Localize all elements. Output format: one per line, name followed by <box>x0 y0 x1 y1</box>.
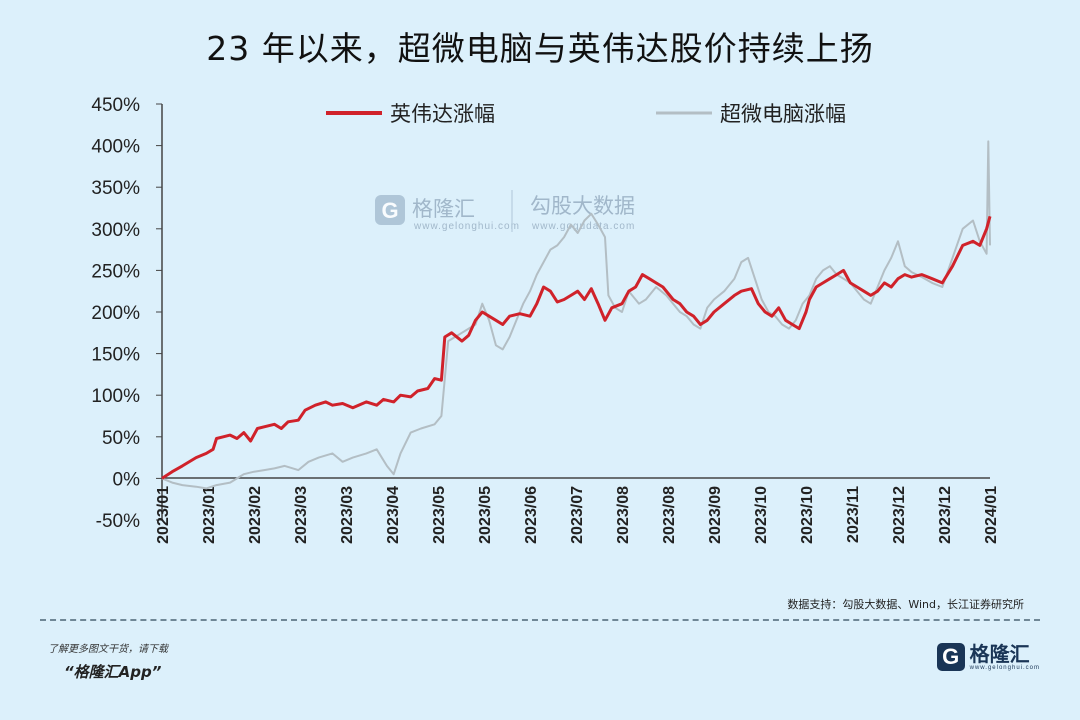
x-tick-label: 2023/03 <box>339 486 356 544</box>
x-tick-label: 2024/01 <box>983 486 1000 544</box>
legend-label-series-0: 英伟达涨幅 <box>390 102 495 126</box>
x-tick-label: 2023/07 <box>569 486 586 544</box>
y-tick-label: 0% <box>113 469 141 490</box>
watermark: G 格隆汇 www.gelonghui.com 勾股大数据 www.goguda… <box>375 190 635 232</box>
series-line-1 <box>161 140 991 490</box>
x-axis-ticks: 2023/01 2023/01 2023/02 2023/03 2023/03 2023/… <box>155 486 1000 544</box>
footer-brand[interactable]: G 格隆汇 www.gelonghui.com <box>936 643 1040 671</box>
brand-url: www.gelonghui.com <box>969 665 1040 671</box>
y-tick-label: 350% <box>91 178 140 199</box>
watermark-logo-letter: G <box>381 198 398 223</box>
series-line-0 <box>161 215 992 480</box>
legend: 英伟达涨幅 超微电脑涨幅 <box>326 102 846 126</box>
x-tick-label: 2023/11 <box>845 486 862 543</box>
y-tick-label: -50% <box>96 511 140 532</box>
x-tick-label: 2023/05 <box>477 486 494 544</box>
watermark-logo-icon <box>375 195 405 225</box>
x-tick-label: 2023/08 <box>615 486 632 544</box>
x-tick-label: 2023/01 <box>201 486 218 544</box>
x-tick-label: 2023/02 <box>247 486 264 544</box>
watermark-brand: 格隆汇 <box>412 197 475 221</box>
y-tick-label: 250% <box>91 261 140 282</box>
y-tick-label: 450% <box>91 95 140 116</box>
x-tick-label: 2023/12 <box>891 486 908 544</box>
x-tick-label: 2023/09 <box>707 486 724 544</box>
chart-canvas: G 格隆汇 www.gelonghui.com 勾股大数据 www.goguda… <box>91 95 1000 544</box>
x-tick-label: 2023/01 <box>155 486 172 544</box>
x-tick-label: 2023/10 <box>799 486 816 544</box>
watermark-brand-url: www.gelonghui.com <box>413 221 520 232</box>
x-tick-label: 2023/08 <box>661 486 678 544</box>
y-tick-label: 200% <box>91 303 140 324</box>
brand-text-block: 格隆汇 www.gelonghui.com <box>970 643 1040 671</box>
x-tick-label: 2023/10 <box>753 486 770 544</box>
y-axis-ticks: 450% 400% 350% 300% 250% 200% 150% 100% 50% 0% -50… <box>91 95 162 532</box>
y-tick-label: 50% <box>102 428 140 449</box>
y-tick-label: 400% <box>91 137 140 158</box>
y-tick-label: 300% <box>91 220 140 241</box>
x-tick-label: 2023/05 <box>431 486 448 544</box>
watermark-partner-url: www.gogudata.com <box>531 221 635 232</box>
y-tick-label: 100% <box>91 386 140 407</box>
brand-name: 格隆汇 <box>969 642 1030 666</box>
promo-text: 了解更多图文干货，请下载 <box>48 644 168 655</box>
footer-divider <box>40 619 1040 621</box>
brand-logo-icon: G <box>936 643 965 671</box>
x-tick-label: 2023/04 <box>385 486 402 544</box>
watermark-partner: 勾股大数据 <box>530 194 635 218</box>
promo-app-name: “格隆汇App” <box>64 663 162 681</box>
x-tick-label: 2023/03 <box>293 486 310 544</box>
x-tick-label: 2023/12 <box>937 486 954 544</box>
chart-title: 23 年以来，超微电脑与英伟达股价持续上扬 <box>206 29 874 68</box>
x-tick-label: 2023/06 <box>523 486 540 544</box>
y-tick-label: 150% <box>91 345 140 366</box>
series-layer <box>161 140 992 490</box>
data-source-note: 数据支持：勾股大数据、Wind，长江证券研究所 <box>787 598 1024 611</box>
legend-label-series-1: 超微电脑涨幅 <box>720 102 846 126</box>
